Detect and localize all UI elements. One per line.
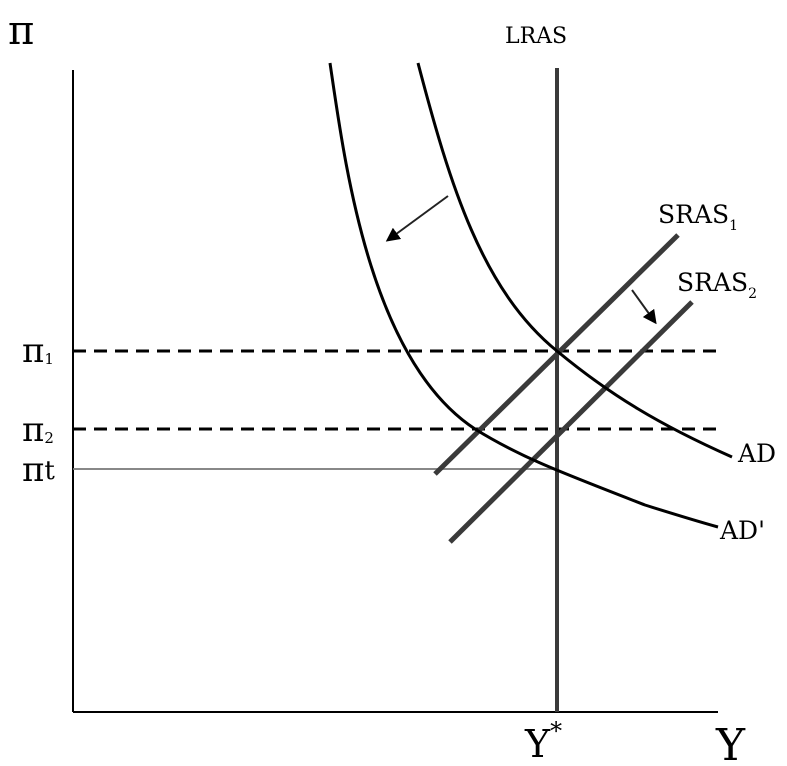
sras1-label-main: SRAS (658, 200, 729, 229)
pit-label-symbol: π (22, 450, 44, 490)
pi2-label-subscript: 2 (44, 429, 54, 447)
pi2-label-symbol: π (22, 410, 44, 450)
pi1-label-subscript: 1 (44, 350, 54, 368)
potential-output-symbol: Y (524, 722, 551, 766)
sras-shift-arrow (631, 289, 657, 325)
pi2-label: π2 (22, 410, 54, 450)
pit-label-subscript: t (44, 456, 55, 486)
ad-shift-arrow (385, 195, 449, 242)
potential-output-label: Y* (524, 717, 562, 766)
ad-prime-curve (328, 62, 719, 529)
pi1-label: π1 (22, 331, 54, 371)
pit-label: πt (22, 450, 55, 490)
x-axis-label: Y (715, 720, 746, 766)
lras-label: LRAS (505, 24, 567, 49)
pi1-label-symbol: π (22, 331, 44, 371)
sras2-line (448, 300, 694, 544)
sras2-label-subscript: 2 (748, 286, 757, 302)
y-axis-label: π (8, 8, 34, 54)
sras1-label: SRAS1 (658, 200, 738, 234)
ad-prime-label: AD' (719, 516, 765, 545)
sras2-label: SRAS2 (677, 268, 757, 302)
sras1-label-subscript: 1 (729, 218, 738, 234)
ad-curve (416, 62, 733, 459)
sras2-label-main: SRAS (677, 268, 748, 297)
ad-label: AD (737, 439, 776, 468)
potential-output-superscript: * (550, 717, 562, 745)
sras1-line (433, 233, 680, 476)
